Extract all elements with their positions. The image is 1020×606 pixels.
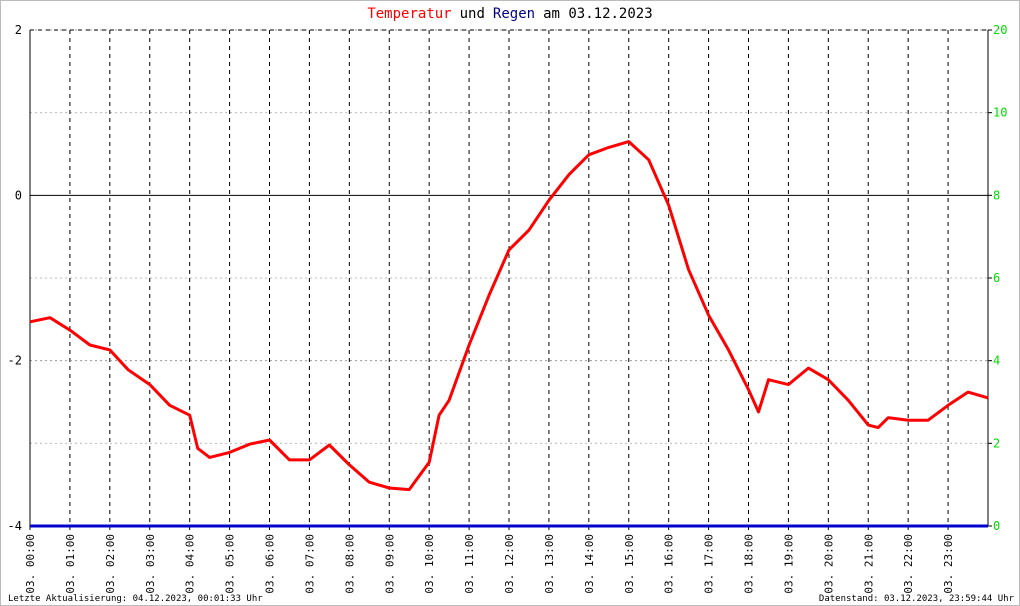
x-tick-label: 03. 14:00	[583, 534, 596, 594]
x-tick-label: 03. 10:00	[423, 534, 436, 594]
y2-tick-label: 20	[993, 23, 1007, 37]
y2-tick-label: 2	[993, 436, 1000, 450]
chart-title: Temperatur und Regen am 03.12.2023	[367, 6, 652, 22]
x-tick-label: 03. 04:00	[184, 534, 197, 594]
y-tick-label: -2	[8, 354, 22, 368]
x-tick-label: 03. 20:00	[822, 534, 835, 594]
y-tick-label: 0	[15, 188, 22, 202]
title-part: Regen	[493, 6, 535, 22]
x-tick-label: 03. 05:00	[224, 534, 237, 594]
x-tick-label: 03. 02:00	[104, 534, 117, 594]
y2-tick-label: 6	[993, 271, 1000, 285]
footer-left: Letzte Aktualisierung: 04.12.2023, 00:01…	[8, 594, 263, 604]
y2-tick-label: 0	[993, 519, 1000, 533]
y2-tick-label: 10	[993, 106, 1007, 120]
x-tick-label: 03. 17:00	[703, 534, 716, 594]
x-tick-label: 03. 15:00	[623, 534, 636, 594]
title-part: und	[460, 6, 485, 22]
y-tick-label: 2	[15, 23, 22, 37]
x-tick-label: 03. 09:00	[383, 534, 396, 594]
title-part: Temperatur	[367, 6, 451, 22]
y2-tick-label: 8	[993, 188, 1000, 202]
y2-tick-label: 4	[993, 354, 1000, 368]
x-tick-label: 03. 11:00	[463, 534, 476, 594]
x-tick-label: 03. 07:00	[303, 534, 316, 594]
line-series	[29, 140, 989, 492]
x-tick-label: 03. 16:00	[663, 534, 676, 594]
x-tick-label: 03. 23:00	[942, 534, 955, 594]
x-tick-label: 03. 18:00	[743, 534, 756, 594]
x-tick-label: 03. 13:00	[543, 534, 556, 594]
title-part: am 03.12.2023	[543, 6, 653, 22]
x-tick-label: 03. 03:00	[144, 534, 157, 594]
x-tick-label: 03. 21:00	[862, 534, 875, 594]
x-tick-label: 03. 00:00	[24, 534, 37, 594]
y-tick-label: -4	[8, 519, 22, 533]
x-tick-label: 03. 19:00	[782, 534, 795, 594]
x-tick-label: 03. 06:00	[264, 534, 277, 594]
x-tick-label: 03. 12:00	[503, 534, 516, 594]
x-tick-label: 03. 22:00	[902, 534, 915, 594]
x-tick-label: 03. 08:00	[343, 534, 356, 594]
footer-right: Datenstand: 03.12.2023, 23:59:44 Uhr	[819, 594, 1015, 604]
x-tick-label: 03. 01:00	[64, 534, 77, 594]
